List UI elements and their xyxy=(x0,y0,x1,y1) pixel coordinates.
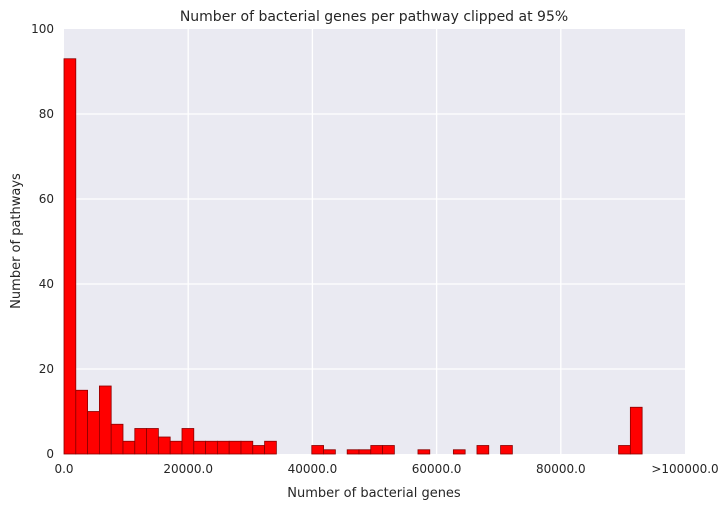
x-tick-label: 20000.0 xyxy=(163,462,213,476)
histogram-bar xyxy=(157,436,171,455)
x-tick-label: 0.0 xyxy=(54,462,73,476)
histogram-bar xyxy=(476,445,490,455)
plot-background xyxy=(64,29,685,454)
histogram-bar xyxy=(110,423,124,455)
x-tick-labels: 0.0 20000.0 40000.0 60000.0 80000.0 >100000.0 xyxy=(54,462,718,476)
histogram-bar xyxy=(311,445,324,455)
histogram-bar xyxy=(205,440,218,455)
histogram-bar xyxy=(87,411,100,455)
histogram-bar xyxy=(193,440,206,455)
histogram-bar xyxy=(134,428,147,455)
y-tick-label: 20 xyxy=(39,362,54,376)
y-axis-label: Number of pathways xyxy=(9,173,24,309)
x-tick-label: 80000.0 xyxy=(536,462,586,476)
histogram-bar xyxy=(382,445,395,455)
y-tick-label: 0 xyxy=(46,447,54,461)
histogram-bar xyxy=(417,449,431,455)
histogram-bar xyxy=(264,440,277,455)
histogram-bar xyxy=(252,445,265,455)
histogram-bar xyxy=(618,445,631,455)
y-tick-label: 60 xyxy=(39,192,54,206)
histogram-bar xyxy=(323,449,336,455)
histogram-bar xyxy=(63,58,77,455)
histogram-bar xyxy=(500,445,513,455)
x-axis-label: Number of bacterial genes xyxy=(287,486,461,501)
histogram-bar xyxy=(98,385,112,455)
y-tick-labels: 0 20 40 60 80 100 xyxy=(31,22,54,461)
chart-title: Number of bacterial genes per pathway cl… xyxy=(180,9,568,25)
histogram-bar xyxy=(240,440,254,455)
x-tick-label: >100000.0 xyxy=(651,462,718,476)
x-tick-label: 60000.0 xyxy=(412,462,462,476)
histogram-bar xyxy=(216,440,230,455)
histogram-bar xyxy=(358,449,372,455)
histogram-bar xyxy=(122,440,136,455)
histogram-bar xyxy=(629,406,643,455)
y-tick-label: 100 xyxy=(31,22,54,36)
histogram-bar xyxy=(169,440,183,455)
histogram-bars xyxy=(63,58,643,455)
histogram-bar xyxy=(370,445,383,455)
histogram-bar xyxy=(181,428,195,455)
x-tick-label: 40000.0 xyxy=(288,462,338,476)
histogram-bar xyxy=(146,428,159,455)
histogram-bar xyxy=(75,389,88,455)
histogram-bar xyxy=(228,440,242,455)
y-tick-label: 80 xyxy=(39,107,54,121)
grid-lines xyxy=(64,29,685,454)
histogram-bar xyxy=(452,449,466,455)
y-tick-label: 40 xyxy=(39,277,54,291)
histogram-bar xyxy=(346,449,360,455)
